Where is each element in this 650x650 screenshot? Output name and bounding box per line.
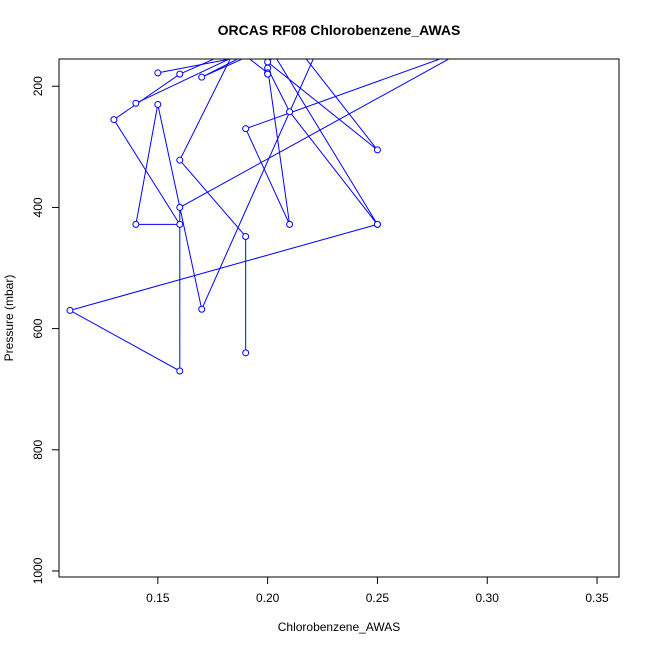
series-line [135, 59, 231, 104]
x-tick-label: 0.30 [476, 591, 500, 605]
data-point [286, 108, 294, 116]
x-tick-label: 0.25 [366, 591, 390, 605]
data-point [176, 367, 184, 375]
data-point [242, 125, 250, 133]
data-point [176, 156, 184, 164]
data-point [176, 70, 184, 78]
data-point [132, 220, 140, 228]
data-point [373, 220, 381, 228]
y-axis-label: Pressure (mbar) [2, 275, 16, 362]
data-point [154, 100, 162, 108]
y-tick-label: 1000 [31, 557, 45, 584]
data-point [198, 305, 206, 313]
plot-area [66, 59, 450, 375]
data-point [66, 306, 74, 314]
plot-frame [58, 58, 620, 578]
data-point [286, 220, 294, 228]
series-line [68, 59, 450, 372]
data-point [242, 349, 250, 357]
data-point [242, 233, 250, 241]
data-point [132, 99, 140, 107]
data-point [264, 59, 272, 66]
axes: 0.15 0.20 0.25 0.30 0.35 200 400 600 800 1000 [31, 58, 620, 605]
y-tick-label: 600 [31, 318, 45, 338]
data-point [154, 69, 162, 77]
y-tick-label: 200 [31, 76, 45, 96]
x-tick-label: 0.20 [256, 591, 280, 605]
x-axis-label: Chlorobenzene_AWAS [278, 620, 401, 634]
data-point [264, 70, 272, 78]
data-point [176, 220, 184, 228]
x-tick-label: 0.15 [146, 591, 170, 605]
y-tick-label: 400 [31, 197, 45, 217]
data-point [176, 203, 184, 211]
chart-title: ORCAS RF08 Chlorobenzene_AWAS [218, 22, 461, 38]
y-tick-label: 800 [31, 439, 45, 459]
data-point [198, 73, 206, 81]
data-point [373, 146, 381, 154]
x-tick-label: 0.35 [585, 591, 609, 605]
data-point [110, 116, 118, 124]
